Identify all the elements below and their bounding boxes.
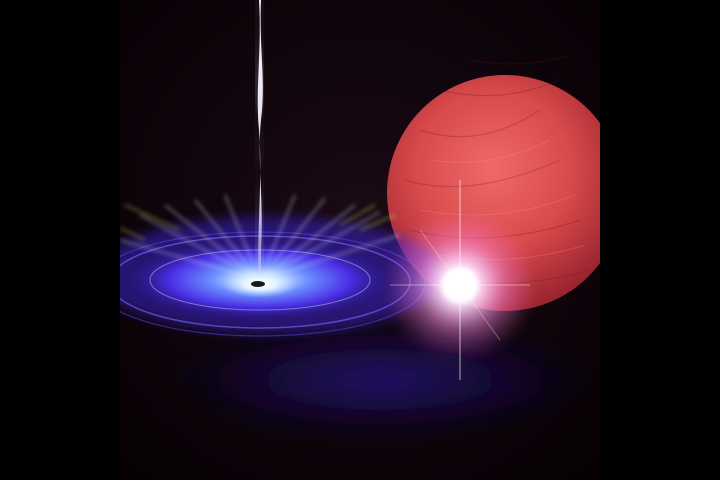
flare-glow	[385, 180, 535, 380]
space-scene	[120, 0, 600, 480]
scene-svg	[120, 0, 600, 480]
relativistic-jet	[255, 0, 263, 340]
lower-disk-glow	[150, 320, 600, 440]
black-hole-core	[222, 270, 298, 298]
